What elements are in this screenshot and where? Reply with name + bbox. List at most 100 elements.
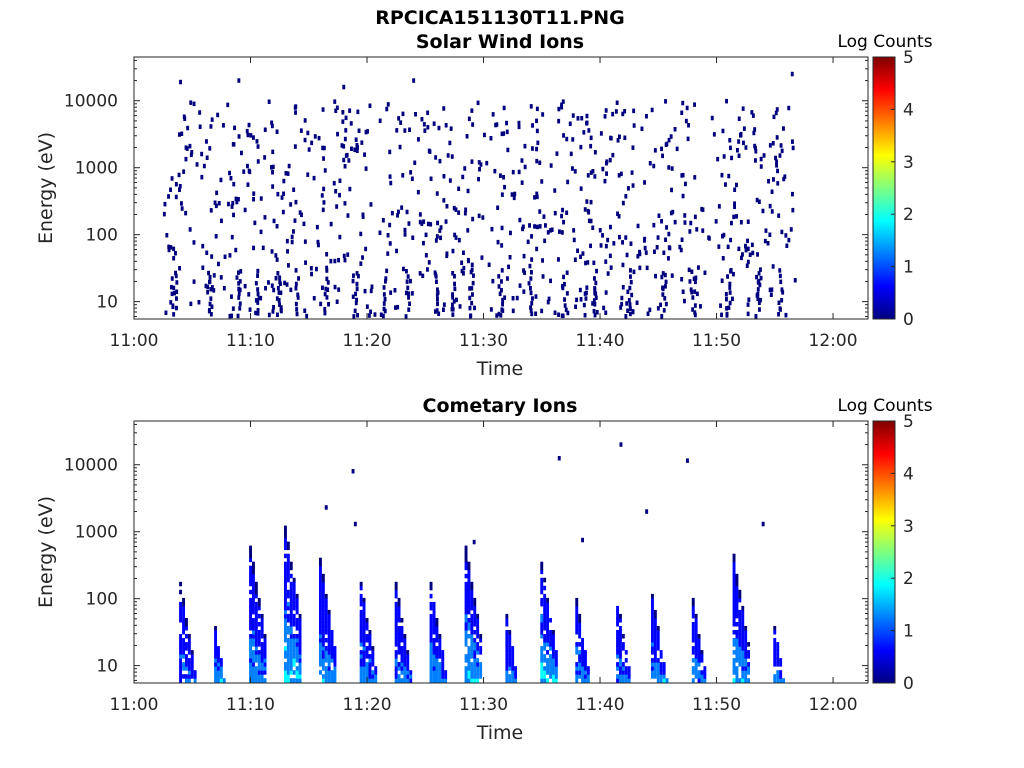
heatmap-cell [432, 678, 436, 683]
heatmap-cell [426, 110, 430, 115]
heatmap-cell [397, 613, 401, 619]
heatmap-cell [321, 107, 325, 112]
heatmap-cell [298, 210, 302, 215]
heatmap-cell [394, 650, 398, 655]
heatmap-cell [543, 618, 547, 623]
heatmap-cell [762, 153, 766, 158]
heatmap-cell [327, 646, 331, 651]
heatmap-cell [653, 609, 657, 615]
heatmap-cell [185, 618, 188, 623]
heatmap-cell [646, 311, 650, 316]
heatmap-cell [586, 670, 590, 675]
heatmap-cell [691, 605, 695, 611]
heatmap-cell [363, 288, 367, 294]
heatmap-cell [395, 128, 399, 133]
heatmap-cell [741, 658, 745, 663]
heatmap-cell [373, 312, 377, 317]
heatmap-cell [441, 670, 445, 675]
heatmap-cell [490, 226, 494, 232]
heatmap-cell [429, 642, 433, 647]
heatmap-cell [619, 678, 622, 683]
heatmap-cell [292, 605, 296, 611]
heatmap-cell [508, 654, 512, 659]
heatmap-cell [434, 155, 438, 160]
heatmap-cell [201, 265, 205, 270]
heatmap-cell [793, 278, 797, 283]
heatmap-cell [394, 605, 398, 611]
heatmap-cell [397, 646, 401, 651]
heatmap-cell [368, 658, 372, 663]
heatmap-cell [533, 195, 536, 200]
heatmap-cell [190, 670, 194, 675]
heatmap-cell [201, 243, 205, 249]
heatmap-cell [505, 638, 509, 643]
heatmap-cell [776, 662, 780, 667]
heatmap-cell [310, 271, 313, 277]
heatmap-cell [540, 589, 544, 595]
heatmap-cell [182, 630, 185, 635]
heatmap-cell [479, 650, 483, 655]
heatmap-cell [429, 626, 433, 631]
heatmap-cell [252, 585, 255, 591]
heatmap-cell [353, 147, 357, 152]
heatmap-cell [464, 654, 468, 659]
heatmap-cell [741, 106, 745, 111]
heatmap-cell [522, 289, 526, 294]
heatmap-cell [756, 291, 760, 297]
heatmap-cell [429, 678, 433, 683]
heatmap-cell [185, 662, 188, 667]
heatmap-cell [418, 271, 422, 276]
heatmap-cell [514, 666, 517, 671]
x-axis: 11:00 11:10 11:20 11:30 11:40 11:50 12:00 [110, 57, 858, 351]
heatmap-cell [403, 678, 407, 683]
heatmap-cell [184, 145, 188, 150]
heatmap-cell [732, 573, 736, 579]
heatmap-cell [249, 618, 252, 623]
heatmap-cell [379, 312, 383, 317]
heatmap-cell [435, 674, 439, 679]
heatmap-cell [170, 176, 174, 181]
heatmap-cell [359, 597, 363, 603]
heatmap-cell [439, 235, 442, 241]
heatmap-cell [351, 294, 355, 299]
heatmap-cell [252, 245, 255, 251]
heatmap-cell [620, 295, 624, 301]
heatmap-cell [333, 662, 337, 667]
heatmap-cell [435, 234, 439, 239]
heatmap-cell [426, 125, 430, 130]
heatmap-cell [769, 292, 773, 297]
heatmap-cell [581, 670, 584, 675]
heatmap-cell [252, 561, 255, 567]
heatmap-cell [736, 148, 739, 153]
heatmap-cell [508, 678, 512, 683]
heatmap-cell [410, 176, 414, 181]
heatmap-cell [354, 300, 358, 306]
heatmap-cell [584, 658, 587, 663]
heatmap-cell [540, 565, 544, 571]
heatmap-cell [458, 304, 462, 309]
heatmap-cell [653, 654, 657, 659]
heatmap-cell [683, 298, 686, 304]
heatmap-cell [406, 670, 410, 675]
heatmap-cell [319, 577, 322, 583]
heatmap-cell [179, 613, 182, 619]
heatmap-cell [263, 634, 267, 639]
heatmap-cell [206, 284, 210, 290]
heatmap-cell [346, 252, 350, 257]
heatmap-cell [295, 622, 299, 627]
heatmap-cell [621, 670, 625, 675]
heatmap-cell [442, 302, 446, 307]
heatmap-cell [210, 285, 214, 290]
heatmap-cell [779, 674, 783, 679]
heatmap-cell [584, 678, 587, 683]
heatmap-cell [295, 674, 299, 679]
heatmap-cell [324, 674, 328, 679]
heatmap-cell [651, 646, 654, 651]
heatmap-cell [435, 670, 439, 675]
heatmap-cell [402, 266, 405, 272]
heatmap-cell [324, 658, 328, 663]
heatmap-cell [464, 658, 468, 663]
heatmap-cell [773, 654, 777, 659]
heatmap-cell [254, 634, 258, 639]
heatmap-cell [585, 199, 589, 204]
